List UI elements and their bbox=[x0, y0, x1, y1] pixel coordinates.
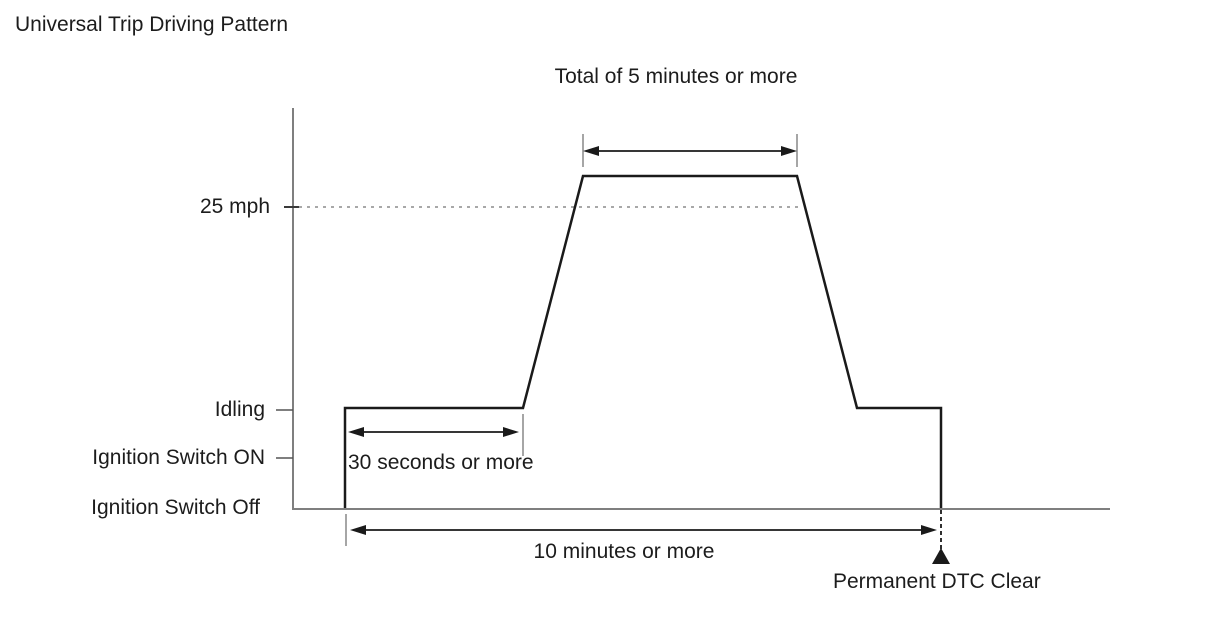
total-duration-arrowhead-right bbox=[781, 146, 797, 156]
idling-label: Idling bbox=[214, 398, 265, 421]
speed-25mph-label: 25 mph bbox=[199, 195, 270, 218]
trip-duration-arrowhead-left bbox=[350, 525, 366, 535]
trip-duration-arrowhead-right bbox=[921, 525, 937, 535]
ignition-switch-on-label: Ignition Switch ON bbox=[92, 446, 265, 469]
ignition-switch-off-label: Ignition Switch Off bbox=[91, 496, 260, 519]
total-duration-arrowhead-left bbox=[583, 146, 599, 156]
dtc-clear-marker-triangle bbox=[932, 548, 950, 564]
idle-duration-label: 30 seconds or more bbox=[348, 451, 534, 474]
total-duration-label: Total of 5 minutes or more bbox=[554, 65, 798, 88]
diagram-title: Universal Trip Driving Pattern bbox=[15, 13, 289, 36]
idle-duration-arrowhead-right bbox=[503, 427, 519, 437]
trip-duration-label: 10 minutes or more bbox=[533, 540, 715, 563]
dtc-clear-label: Permanent DTC Clear bbox=[833, 570, 1041, 593]
trip-pattern-line bbox=[343, 174, 943, 508]
idle-duration-arrowhead-left bbox=[348, 427, 364, 437]
